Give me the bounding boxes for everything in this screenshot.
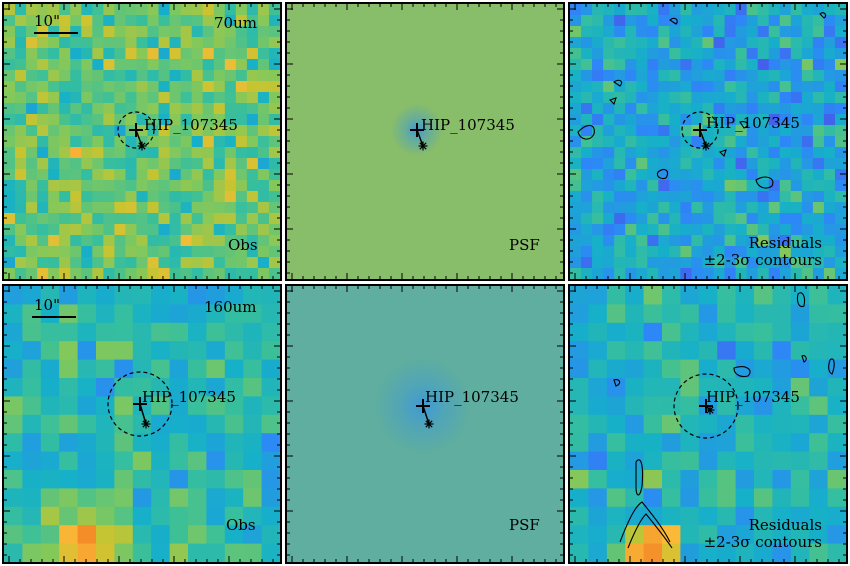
pixel-grid bbox=[570, 286, 846, 562]
proper-motion-line bbox=[135, 129, 143, 147]
band-label: 160um bbox=[204, 298, 257, 316]
obs-label: Obs bbox=[228, 236, 258, 254]
aperture-circle bbox=[107, 371, 173, 437]
asterisk-icon bbox=[701, 141, 711, 151]
star-label: HIP_107345 bbox=[144, 116, 238, 134]
proper-motion-line bbox=[416, 129, 424, 147]
obs-label: Obs bbox=[226, 516, 256, 534]
pixel-grid bbox=[4, 4, 280, 279]
pixel-grid bbox=[570, 4, 846, 279]
star-marker bbox=[107, 371, 173, 437]
star-label: HIP_107345 bbox=[421, 116, 515, 134]
aperture-circle bbox=[681, 111, 719, 149]
proper-motion-line bbox=[699, 129, 707, 147]
psf-70um-panel: HIP_107345 PSF bbox=[285, 2, 565, 281]
axis-ticks bbox=[287, 4, 563, 279]
aperture-circle bbox=[673, 373, 739, 439]
star-marker bbox=[416, 399, 434, 429]
psf-70um-image bbox=[287, 4, 563, 279]
axis-ticks bbox=[570, 4, 846, 279]
proper-motion-line bbox=[139, 403, 147, 425]
residual-label: Residuals bbox=[748, 234, 822, 252]
axis-ticks bbox=[4, 286, 280, 562]
residual-label: Residuals bbox=[748, 516, 822, 534]
obs-160um-panel: 10" 160um HIP_107345 Obs bbox=[2, 284, 282, 564]
asterisk-icon bbox=[141, 419, 151, 429]
star-marker bbox=[673, 373, 739, 439]
star-marker bbox=[410, 123, 428, 151]
contour-label: ±2-3σ contours bbox=[703, 533, 822, 551]
psf-label: PSF bbox=[509, 516, 540, 534]
scale-bar bbox=[34, 32, 78, 34]
axis-ticks bbox=[4, 4, 280, 279]
asterisk-icon bbox=[424, 419, 434, 429]
asterisk-icon bbox=[705, 405, 715, 415]
obs-70um-image bbox=[4, 4, 280, 279]
star-label: HIP_107345 bbox=[142, 388, 236, 406]
proper-motion-line bbox=[422, 405, 430, 425]
obs-70um-panel: 10" 70um HIP_107345 Obs bbox=[2, 2, 282, 281]
obs-160um-image bbox=[4, 286, 280, 562]
asterisk-icon bbox=[137, 141, 147, 151]
psf-160um-panel: HIP_107345 PSF bbox=[285, 284, 565, 564]
aperture-circle bbox=[117, 111, 155, 149]
star-label: HIP_107345 bbox=[706, 388, 800, 406]
psf-label: PSF bbox=[509, 236, 540, 254]
residual-160um-panel: HIP_107345 Residuals ±2-3σ contours bbox=[568, 284, 848, 564]
scale-label: 10" bbox=[34, 296, 60, 314]
asterisk-icon bbox=[418, 141, 428, 151]
residual-160um-image bbox=[570, 286, 846, 562]
residual-70um-image bbox=[570, 4, 846, 279]
axis-ticks bbox=[287, 286, 563, 562]
star-marker bbox=[681, 111, 719, 151]
contour-label: ±2-3σ contours bbox=[703, 251, 822, 269]
star-marker bbox=[117, 111, 155, 151]
axis-ticks bbox=[570, 286, 846, 562]
scale-bar bbox=[32, 316, 76, 318]
residual-contours bbox=[613, 292, 835, 549]
psf-160um-image bbox=[287, 286, 563, 562]
scale-label: 10" bbox=[34, 12, 60, 30]
residual-70um-panel: HIP_107345 Residuals ±2-3σ contours bbox=[568, 2, 848, 281]
star-label: HIP_107345 bbox=[706, 114, 800, 132]
star-label: HIP_107345 bbox=[425, 388, 519, 406]
residual-contours bbox=[577, 12, 827, 189]
band-label: 70um bbox=[214, 14, 257, 32]
